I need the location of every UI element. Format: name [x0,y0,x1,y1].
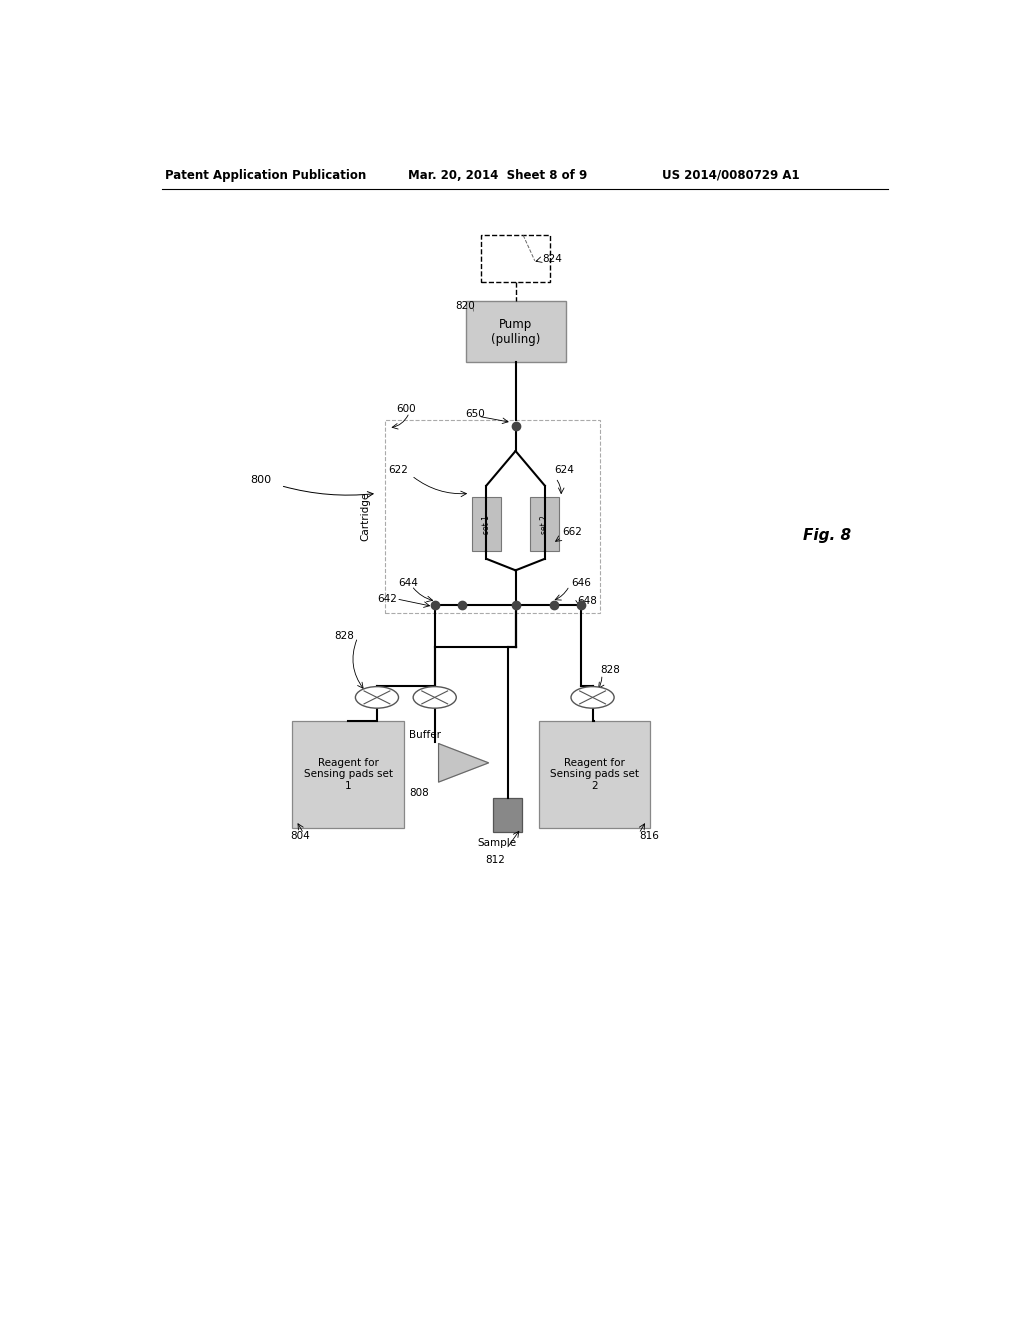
Text: Reagent for
Sensing pads set
2: Reagent for Sensing pads set 2 [550,758,639,791]
FancyBboxPatch shape [481,235,550,281]
FancyBboxPatch shape [530,498,559,552]
Text: 812: 812 [484,855,505,865]
Text: Buffer: Buffer [410,730,441,739]
Text: 800: 800 [250,475,271,486]
Text: 662: 662 [562,527,582,537]
Text: Sample: Sample [477,838,516,849]
FancyBboxPatch shape [472,498,501,552]
Text: Cartridge: Cartridge [360,492,371,541]
Text: 804: 804 [291,832,310,841]
Text: Fig. 8: Fig. 8 [804,528,852,544]
Text: US 2014/0080729 A1: US 2014/0080729 A1 [662,169,800,182]
Text: 624: 624 [554,465,573,475]
Text: set 1: set 1 [482,515,490,533]
Ellipse shape [571,686,614,708]
Text: Reagent for
Sensing pads set
1: Reagent for Sensing pads set 1 [303,758,392,791]
Text: 600: 600 [396,404,416,413]
Text: 650: 650 [466,409,485,418]
Text: 828: 828 [600,665,621,676]
Polygon shape [438,743,488,781]
Text: 808: 808 [410,788,429,799]
Text: 642: 642 [377,594,397,603]
Text: 648: 648 [578,597,597,606]
Text: set 2: set 2 [541,515,549,533]
Text: 824: 824 [543,253,562,264]
FancyBboxPatch shape [292,721,403,829]
FancyBboxPatch shape [494,797,522,832]
Text: 622: 622 [388,465,409,475]
Text: Patent Application Publication: Patent Application Publication [165,169,367,182]
Text: 820: 820 [456,301,475,312]
FancyBboxPatch shape [466,301,565,363]
Ellipse shape [413,686,457,708]
Text: 828: 828 [335,631,354,640]
Text: 646: 646 [571,578,591,589]
Text: Pump
(pulling): Pump (pulling) [490,318,541,346]
Ellipse shape [355,686,398,708]
Text: 816: 816 [639,832,658,841]
FancyBboxPatch shape [385,420,600,612]
Text: 644: 644 [398,578,419,589]
Text: Mar. 20, 2014  Sheet 8 of 9: Mar. 20, 2014 Sheet 8 of 9 [408,169,587,182]
FancyBboxPatch shape [539,721,650,829]
